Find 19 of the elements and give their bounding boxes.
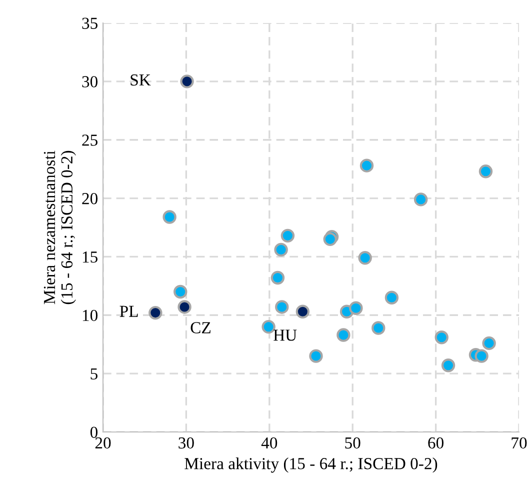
x-tick-label: 50: [345, 437, 360, 449]
y-tick-label: 35: [82, 18, 98, 29]
y-tick-label: 10: [82, 310, 98, 322]
x-tick-label: 30: [178, 437, 194, 449]
annotation: HU: [274, 330, 297, 341]
y-tick-label: 30: [82, 76, 98, 88]
annotation: PL: [120, 306, 138, 317]
annotation: CZ: [190, 322, 210, 334]
x-axis-title: Miera aktivity (15 - 64 r.; ISCED 0-2): [184, 458, 438, 473]
y-tick-label: 0: [90, 426, 98, 438]
y-tick-label: 25: [82, 134, 98, 146]
y-tick-label: 5: [90, 368, 98, 380]
y-axis-title: Miera nezamestnanosti (15 - 64 r.; ISCED 0-2): [44, 150, 76, 304]
annotation: SK: [130, 74, 151, 86]
y-tick-label: 20: [82, 192, 98, 204]
x-tick-label: 60: [428, 437, 444, 449]
x-tick-label: 70: [512, 437, 527, 449]
y-tick-label: 15: [82, 251, 98, 263]
x-tick-label: 40: [261, 437, 278, 449]
